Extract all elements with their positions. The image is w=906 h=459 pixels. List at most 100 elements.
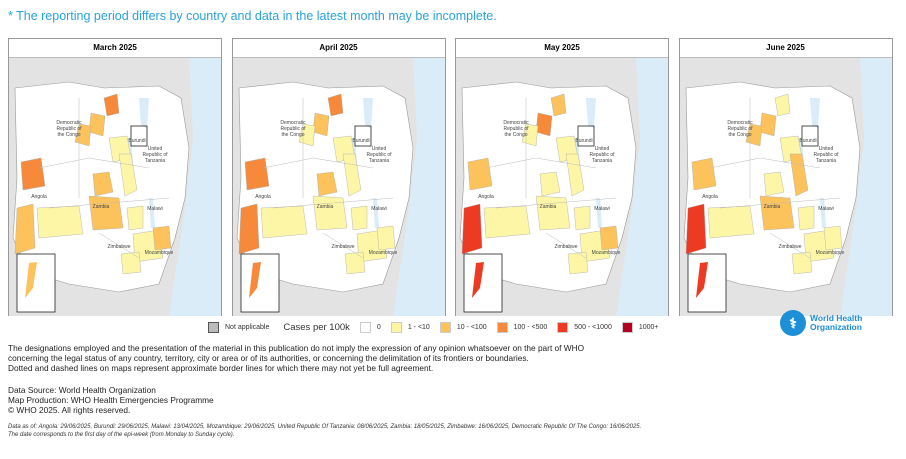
country-label: Republic of bbox=[503, 126, 529, 132]
source-line: © WHO 2025. All rights reserved. bbox=[8, 405, 131, 415]
country-label: Burundi bbox=[128, 138, 145, 144]
region-case-category-3 bbox=[20, 157, 46, 191]
legend-swatch bbox=[390, 322, 402, 333]
lake bbox=[586, 98, 596, 128]
region-case-category-1 bbox=[797, 205, 814, 231]
region-case-category-2 bbox=[88, 195, 124, 231]
region-case-category-3 bbox=[327, 93, 343, 117]
country-label: Zambia bbox=[316, 204, 333, 210]
country-label: United bbox=[148, 146, 163, 152]
country-label: Burundi bbox=[799, 138, 816, 144]
region-case-category-1 bbox=[823, 225, 842, 251]
region-case-category-2 bbox=[759, 112, 776, 137]
country-label: the Congo bbox=[504, 132, 527, 138]
country-label: Tanzania bbox=[145, 158, 165, 164]
region-case-category-2 bbox=[316, 171, 337, 197]
region-case-category-1 bbox=[791, 251, 812, 275]
map-legend: Not applicable Cases per 100k 0 1 - <10 10… bbox=[208, 322, 659, 333]
region-case-category-1 bbox=[774, 93, 790, 117]
region-case-category-1 bbox=[376, 225, 395, 251]
panel-title: April 2025 bbox=[232, 39, 445, 58]
country-label: Republic of bbox=[366, 152, 392, 158]
who-name-line1: World Health bbox=[810, 313, 863, 323]
burundi-inset-frame bbox=[577, 125, 595, 147]
country-label: Zimbabwe bbox=[554, 244, 577, 250]
region-case-category-3 bbox=[103, 93, 120, 117]
legend-swatch bbox=[621, 322, 633, 333]
indian-ocean bbox=[169, 58, 221, 316]
country-label: Tanzania bbox=[368, 158, 388, 164]
legend-swatch bbox=[439, 322, 451, 333]
who-logo: ⚕ World Health Organization bbox=[780, 310, 862, 336]
country-label: Republic of bbox=[142, 152, 168, 158]
lake bbox=[809, 98, 820, 128]
panel-title: June 2025 bbox=[679, 39, 892, 58]
reporting-note: * The reporting period differs by countr… bbox=[8, 9, 497, 23]
country-label: Republic of bbox=[56, 126, 82, 132]
burundi-inset-frame bbox=[801, 125, 818, 147]
region-case-category-1 bbox=[565, 153, 585, 197]
country-label: Burundi bbox=[352, 138, 369, 144]
legend-swatch bbox=[496, 322, 508, 333]
footnote-line: Data as of: Angola: 29/06/2025, Burundi:… bbox=[8, 424, 642, 430]
region-case-category-1 bbox=[312, 195, 347, 231]
region-case-category-2 bbox=[14, 203, 36, 255]
admin-borders bbox=[262, 98, 393, 259]
country-label: the Congo bbox=[57, 132, 80, 138]
indian-ocean bbox=[839, 58, 892, 316]
country-label: Tanzania bbox=[815, 158, 835, 164]
region-case-category-1 bbox=[342, 153, 361, 197]
panel-title: March 2025 bbox=[9, 39, 221, 58]
lake-malawi bbox=[819, 198, 826, 228]
region-case-category-1 bbox=[126, 205, 144, 231]
country-label: Burundi bbox=[575, 138, 592, 144]
region-case-category-1 bbox=[539, 171, 561, 197]
footnote-line: The date corresponds to the first day of… bbox=[8, 432, 235, 438]
country-label: Zambia bbox=[763, 204, 780, 210]
country-label: the Congo bbox=[281, 132, 304, 138]
region-case-category-2 bbox=[92, 171, 114, 197]
region-case-category-1 bbox=[573, 205, 591, 231]
footnote: Data as of: Angola: 29/06/2025, Burundi:… bbox=[8, 423, 641, 439]
indian-ocean bbox=[616, 58, 668, 316]
region-case-category-2 bbox=[88, 112, 106, 137]
admin-borders bbox=[38, 98, 170, 259]
country-label: Zimbabwe bbox=[107, 244, 130, 250]
country-label: Zambia bbox=[93, 204, 110, 210]
region-case-category-1 bbox=[350, 205, 367, 231]
country-label: Republic of bbox=[280, 126, 306, 132]
region-case-category-3 bbox=[238, 203, 259, 255]
country-label: Malawi bbox=[818, 206, 834, 212]
country-label: Republic of bbox=[813, 152, 839, 158]
region-case-category-2 bbox=[691, 157, 716, 191]
lake-malawi bbox=[372, 198, 379, 228]
country-label: Malawi bbox=[594, 206, 610, 212]
country-label: Malawi bbox=[371, 206, 387, 212]
lake-malawi bbox=[149, 198, 155, 228]
region-case-category-2 bbox=[599, 225, 619, 251]
disclaimer-line: The designations employed and the presen… bbox=[8, 343, 585, 353]
country-label: Angola bbox=[702, 194, 718, 200]
burundi-inset-frame bbox=[130, 125, 148, 147]
region-case-category-1 bbox=[707, 205, 754, 239]
country-label: United bbox=[818, 146, 833, 152]
country-label: Democratic bbox=[56, 120, 82, 126]
source-line: Map Production: WHO Health Emergencies P… bbox=[8, 395, 214, 405]
country-label: Angola bbox=[478, 194, 494, 200]
country-label: Tanzania bbox=[592, 158, 612, 164]
admin-borders bbox=[485, 98, 617, 259]
region-case-category-2 bbox=[550, 93, 567, 117]
country-label: Malawi bbox=[147, 206, 163, 212]
lake-malawi bbox=[596, 198, 602, 228]
country-label: Angola bbox=[31, 194, 47, 200]
country-label: Democratic bbox=[280, 120, 306, 126]
region-case-category-1 bbox=[260, 205, 307, 239]
region-case-category-2 bbox=[312, 112, 329, 137]
burundi-inset-frame bbox=[354, 125, 371, 147]
map-panel-may-2025: May 2025 Democratic Republic of the Congo Bu… bbox=[455, 38, 669, 316]
country-label: Democratic bbox=[503, 120, 529, 126]
region-case-category-4 bbox=[461, 203, 483, 255]
